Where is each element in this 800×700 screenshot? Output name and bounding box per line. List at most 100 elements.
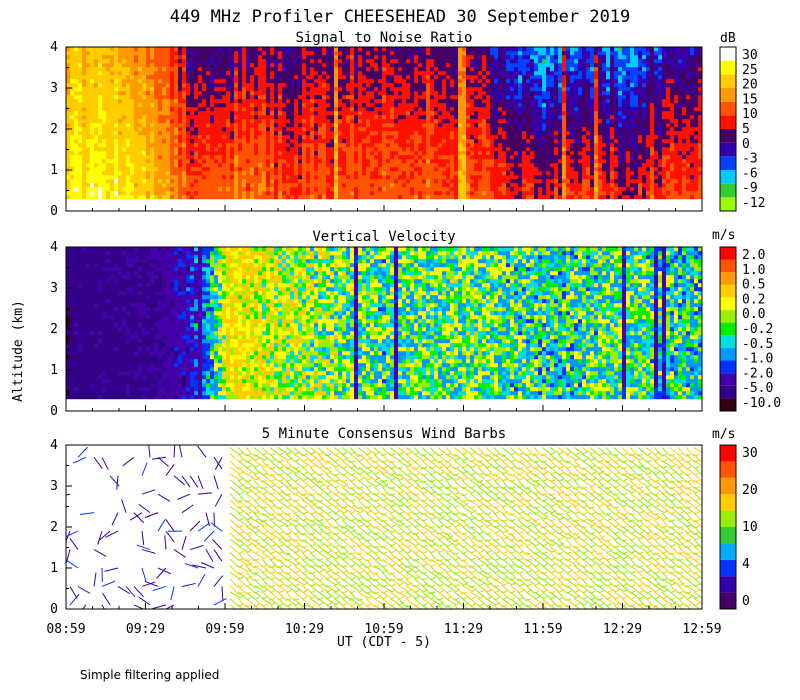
snr-cell	[234, 174, 239, 180]
snr-cell	[94, 54, 99, 60]
snr-cell	[162, 150, 167, 156]
snr-cell	[278, 90, 283, 96]
snr-cell	[178, 182, 183, 188]
snr-cell	[418, 106, 423, 112]
snr-cell	[222, 70, 227, 76]
snr-cell	[178, 170, 183, 176]
snr-cell	[366, 134, 371, 140]
snr-cell	[470, 186, 475, 192]
snr-cell	[238, 66, 243, 72]
snr-cell	[206, 50, 211, 56]
snr-cell	[434, 110, 439, 116]
snr-cell	[74, 114, 79, 120]
snr-cell	[498, 178, 503, 184]
snr-cell	[362, 74, 367, 80]
snr-cell	[538, 66, 543, 72]
snr-cell	[362, 178, 367, 184]
snr-cell	[550, 130, 555, 136]
snr-cell	[526, 122, 531, 128]
snr-cell	[158, 146, 163, 152]
snr-cell	[498, 62, 503, 68]
snr-cell	[402, 90, 407, 96]
snr-cell	[402, 47, 407, 52]
snr-cell	[158, 114, 163, 120]
snr-cell	[294, 110, 299, 116]
snr-cell	[174, 174, 179, 180]
snr-cell	[406, 186, 411, 192]
snr-cell	[206, 118, 211, 124]
snr-cell	[574, 126, 579, 132]
snr-cell	[582, 142, 587, 148]
snr-cell	[570, 78, 575, 84]
snr-cell	[174, 178, 179, 184]
snr-cell	[518, 110, 523, 116]
snr-cell	[218, 162, 223, 168]
snr-cell	[362, 54, 367, 60]
snr-cell	[278, 47, 283, 52]
snr-cell	[106, 138, 111, 144]
snr-cell	[514, 150, 519, 156]
snr-cell	[166, 86, 171, 92]
snr-cell	[574, 134, 579, 140]
snr-cell	[326, 54, 331, 60]
snr-cell	[178, 86, 183, 92]
snr-cell	[562, 146, 567, 152]
snr-cell	[370, 114, 375, 120]
snr-cell	[358, 134, 363, 140]
snr-cell	[310, 54, 315, 60]
snr-cell	[222, 126, 227, 132]
snr-cell	[462, 78, 467, 84]
snr-cell	[578, 138, 583, 144]
snr-cell	[114, 170, 119, 176]
snr-cell	[358, 66, 363, 72]
snr-cell	[398, 82, 403, 88]
snr-cell	[278, 110, 283, 116]
snr-cell	[138, 190, 143, 196]
snr-cell	[358, 62, 363, 68]
snr-cell	[410, 98, 415, 104]
snr-cell	[562, 166, 567, 172]
snr-cell	[414, 78, 419, 84]
snr-cell	[386, 90, 391, 96]
snr-cell	[242, 70, 247, 76]
snr-cell	[502, 78, 507, 84]
snr-cell	[318, 154, 323, 160]
snr-cell	[586, 150, 591, 156]
snr-cell	[354, 74, 359, 80]
snr-cell	[334, 82, 339, 88]
snr-cell	[150, 126, 155, 132]
snr-cell	[214, 170, 219, 176]
snr-cell	[178, 66, 183, 72]
snr-cell	[306, 78, 311, 84]
snr-cell	[138, 90, 143, 96]
snr-cell	[442, 50, 447, 56]
snr-cell	[98, 82, 103, 88]
snr-cell	[330, 82, 335, 88]
snr-cell	[126, 70, 131, 76]
snr-cell	[106, 50, 111, 56]
snr-cell	[182, 54, 187, 60]
snr-cell	[562, 94, 567, 100]
snr-cell	[258, 118, 263, 124]
snr-cell	[82, 70, 87, 76]
snr-cell	[270, 146, 275, 152]
snr-cell	[462, 54, 467, 60]
snr-cell	[338, 162, 343, 168]
snr-cell	[330, 158, 335, 164]
snr-cell	[494, 142, 499, 148]
snr-cell	[582, 58, 587, 64]
snr-cell	[366, 54, 371, 60]
snr-cell	[418, 82, 423, 88]
snr-cell	[426, 70, 431, 76]
snr-cell	[106, 102, 111, 108]
snr-cell	[234, 82, 239, 88]
snr-cell	[282, 90, 287, 96]
snr-cell	[262, 126, 267, 132]
snr-cell	[146, 138, 151, 144]
snr-cell	[74, 74, 79, 80]
snr-cell	[562, 154, 567, 160]
snr-cell	[186, 178, 191, 184]
snr-cell	[450, 122, 455, 128]
snr-cell	[458, 74, 463, 80]
snr-cell	[118, 54, 123, 60]
